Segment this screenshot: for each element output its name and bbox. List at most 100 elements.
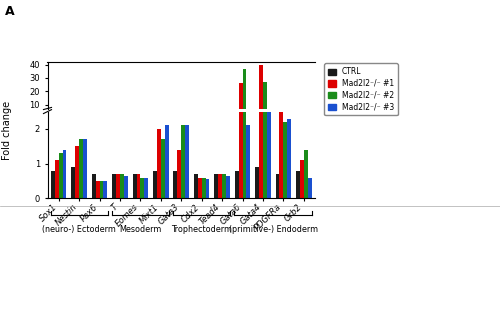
- Bar: [62, 150, 66, 198]
- Bar: [124, 176, 128, 198]
- Bar: [96, 117, 100, 118]
- Bar: [226, 176, 230, 198]
- Bar: [234, 117, 238, 118]
- Bar: [206, 117, 210, 118]
- Bar: [72, 117, 76, 118]
- Bar: [96, 181, 100, 198]
- Bar: [178, 150, 181, 198]
- Bar: [296, 170, 300, 198]
- Bar: [104, 117, 108, 118]
- Text: A: A: [5, 5, 15, 18]
- Bar: [72, 167, 76, 198]
- Bar: [140, 117, 144, 118]
- Bar: [206, 179, 210, 198]
- Bar: [104, 181, 108, 198]
- Bar: [246, 115, 250, 118]
- Bar: [202, 178, 205, 198]
- Bar: [226, 117, 230, 118]
- Bar: [194, 117, 198, 118]
- Bar: [308, 178, 312, 198]
- Bar: [242, 69, 246, 118]
- Bar: [120, 174, 124, 198]
- Legend: CTRL, Mad2l2⁻/⁻ #1, Mad2l2⁻/⁻ #2, Mad2l2⁻/⁻ #3: CTRL, Mad2l2⁻/⁻ #1, Mad2l2⁻/⁻ #2, Mad2l2…: [324, 64, 398, 115]
- Bar: [132, 174, 136, 198]
- Bar: [112, 117, 116, 118]
- Bar: [267, 112, 270, 198]
- Bar: [161, 116, 164, 118]
- Bar: [222, 174, 226, 198]
- Bar: [144, 117, 148, 118]
- Bar: [267, 114, 270, 118]
- Bar: [112, 174, 116, 198]
- Bar: [79, 140, 83, 198]
- Bar: [218, 117, 222, 118]
- Bar: [287, 115, 291, 118]
- Bar: [214, 117, 218, 118]
- Bar: [284, 122, 287, 198]
- Bar: [83, 140, 87, 198]
- Bar: [83, 116, 87, 118]
- Bar: [124, 117, 128, 118]
- Bar: [287, 118, 291, 198]
- Bar: [242, 0, 246, 198]
- Bar: [132, 117, 136, 118]
- Text: (primitive-) Endoderm: (primitive-) Endoderm: [228, 225, 318, 234]
- Bar: [185, 126, 189, 198]
- Text: (neuro-) Ectoderm: (neuro-) Ectoderm: [42, 225, 116, 234]
- Bar: [178, 116, 181, 118]
- Bar: [202, 117, 205, 118]
- Bar: [153, 170, 157, 198]
- Bar: [100, 181, 103, 198]
- Bar: [51, 117, 55, 118]
- Bar: [153, 117, 157, 118]
- Bar: [263, 82, 267, 118]
- Bar: [263, 0, 267, 198]
- Bar: [144, 178, 148, 198]
- Bar: [140, 178, 144, 198]
- Bar: [218, 174, 222, 198]
- Bar: [92, 117, 96, 118]
- Bar: [116, 174, 120, 198]
- Bar: [259, 65, 263, 118]
- Bar: [280, 0, 283, 198]
- Bar: [255, 117, 259, 118]
- Bar: [174, 170, 178, 198]
- Bar: [304, 150, 308, 198]
- Bar: [296, 117, 300, 118]
- Text: Mesoderm: Mesoderm: [119, 225, 162, 234]
- Bar: [304, 116, 308, 118]
- Bar: [308, 117, 312, 118]
- Bar: [136, 174, 140, 198]
- Bar: [238, 0, 242, 198]
- Text: Fold change: Fold change: [2, 101, 12, 160]
- Bar: [259, 0, 263, 198]
- Bar: [276, 117, 280, 118]
- Bar: [174, 117, 178, 118]
- Bar: [194, 174, 198, 198]
- Bar: [120, 117, 124, 118]
- Bar: [222, 117, 226, 118]
- Bar: [157, 129, 161, 198]
- Bar: [246, 126, 250, 198]
- Bar: [234, 170, 238, 198]
- Bar: [116, 117, 120, 118]
- Bar: [79, 116, 83, 118]
- Text: Trophectoderm: Trophectoderm: [171, 225, 232, 234]
- Bar: [58, 116, 62, 118]
- Bar: [157, 115, 161, 118]
- Bar: [55, 116, 58, 118]
- Bar: [76, 146, 79, 198]
- Bar: [185, 115, 189, 118]
- Bar: [58, 153, 62, 198]
- Bar: [198, 178, 202, 198]
- Bar: [181, 126, 185, 198]
- Bar: [136, 117, 140, 118]
- Bar: [280, 109, 283, 118]
- Bar: [55, 160, 58, 198]
- Bar: [164, 115, 168, 118]
- Bar: [198, 117, 202, 118]
- Bar: [76, 116, 79, 118]
- Bar: [51, 170, 55, 198]
- Bar: [62, 116, 66, 118]
- Bar: [300, 116, 304, 118]
